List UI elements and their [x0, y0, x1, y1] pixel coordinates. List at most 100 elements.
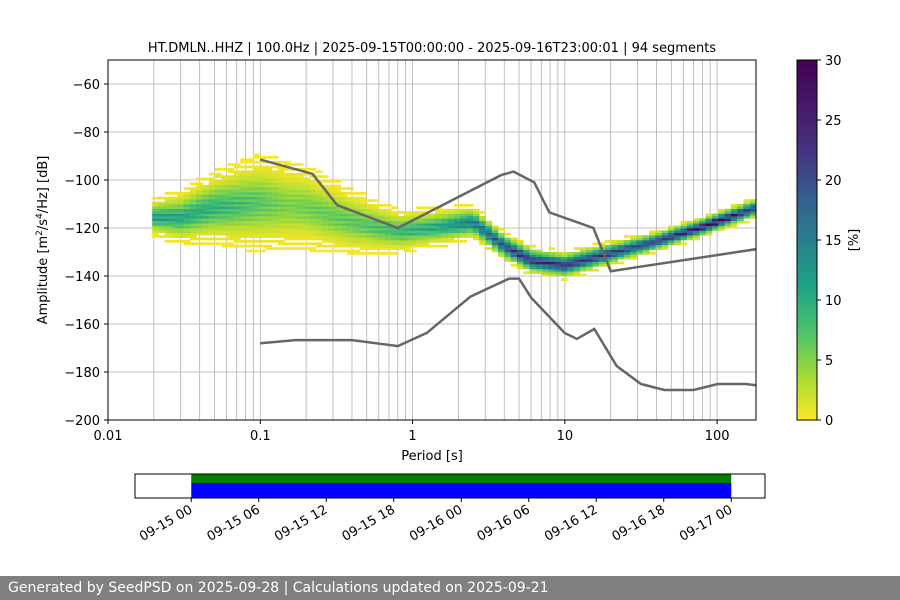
density-cell — [649, 230, 656, 234]
density-cell — [548, 264, 556, 267]
density-cell — [189, 237, 197, 241]
density-cell — [177, 232, 185, 236]
density-cell — [265, 184, 273, 188]
density-cell — [397, 235, 405, 238]
density-cell — [353, 235, 361, 238]
density-cell — [416, 218, 424, 222]
density-cell — [699, 232, 707, 236]
density-cell — [183, 196, 191, 200]
density-cell — [447, 240, 455, 243]
density-cell — [227, 213, 235, 217]
density-cell — [718, 228, 725, 231]
density-cell — [378, 252, 386, 255]
density-cell — [183, 225, 191, 229]
density-cell — [655, 242, 663, 246]
density-cell — [435, 211, 442, 214]
density-cell — [303, 218, 310, 222]
density-cell — [321, 175, 329, 178]
density-cell — [246, 201, 254, 205]
density-cell — [472, 237, 480, 241]
density-cell — [271, 211, 279, 214]
density-cell — [441, 228, 449, 231]
density-cell — [567, 256, 574, 260]
density-cell — [416, 237, 424, 241]
density-cell — [724, 216, 732, 219]
density-cell — [328, 235, 335, 238]
density-cell — [252, 216, 260, 219]
colorbar-label: [%] — [847, 229, 862, 252]
density-cell — [265, 182, 273, 186]
density-cell — [328, 208, 335, 212]
density-cell — [617, 254, 625, 258]
density-cell — [353, 192, 361, 195]
density-cell — [384, 225, 392, 229]
density-cell — [259, 194, 266, 198]
density-cell — [303, 232, 310, 236]
density-cell — [177, 223, 185, 226]
density-cell — [303, 242, 310, 246]
density-cell — [296, 196, 304, 200]
density-cell — [548, 266, 556, 270]
density-cell — [491, 230, 499, 234]
density-cell — [397, 228, 405, 231]
density-cell — [353, 244, 361, 248]
density-cell — [315, 204, 323, 207]
density-cell — [353, 199, 361, 202]
density-cell — [284, 216, 291, 219]
density-cell — [221, 228, 229, 231]
density-cell — [378, 242, 386, 246]
density-cell — [328, 199, 335, 202]
density-cell — [472, 230, 480, 234]
density-cell — [303, 206, 310, 210]
density-cell — [271, 170, 279, 174]
density-cell — [183, 194, 191, 198]
density-cell — [542, 259, 549, 262]
density-cell — [290, 201, 298, 205]
density-cell — [479, 218, 486, 222]
density-cell — [428, 244, 436, 248]
density-cell — [164, 223, 172, 226]
density-cell — [749, 213, 756, 217]
density-cell — [454, 211, 461, 214]
density-cell — [592, 268, 600, 272]
density-cell — [315, 187, 323, 190]
density-cell — [416, 213, 424, 217]
density-cell — [303, 177, 310, 181]
density-cell — [730, 220, 738, 224]
density-cell — [271, 223, 279, 226]
density-cell — [296, 194, 304, 198]
density-cell — [504, 237, 512, 241]
density-cell — [177, 208, 185, 212]
density-cell — [573, 259, 581, 262]
density-cell — [215, 182, 222, 186]
density-cell — [221, 206, 229, 210]
density-cell — [353, 220, 361, 224]
density-cell — [271, 184, 279, 188]
density-cell — [466, 225, 474, 229]
density-cell — [366, 218, 373, 222]
density-cell — [271, 192, 279, 195]
density-cell — [284, 194, 291, 198]
density-cell — [309, 213, 317, 217]
density-cell — [303, 223, 310, 226]
density-cell — [680, 220, 688, 224]
density-cell — [359, 242, 367, 246]
x-axis-ticks: 0.01 0.1 1 10 100 — [94, 420, 730, 444]
density-cell — [403, 247, 411, 250]
density-cell — [202, 208, 210, 212]
density-cell — [384, 235, 392, 238]
density-cell — [303, 235, 310, 238]
density-cell — [428, 206, 436, 210]
density-cell — [290, 235, 298, 238]
density-cell — [177, 204, 185, 207]
density-cell — [642, 240, 650, 243]
density-cell — [667, 235, 675, 238]
density-cell — [523, 247, 530, 250]
density-cell — [284, 230, 291, 234]
density-cell — [152, 225, 159, 229]
density-cell — [561, 252, 568, 255]
density-cell — [403, 232, 411, 236]
density-cell — [252, 199, 260, 202]
density-cell — [196, 220, 203, 224]
density-cell — [152, 223, 159, 226]
